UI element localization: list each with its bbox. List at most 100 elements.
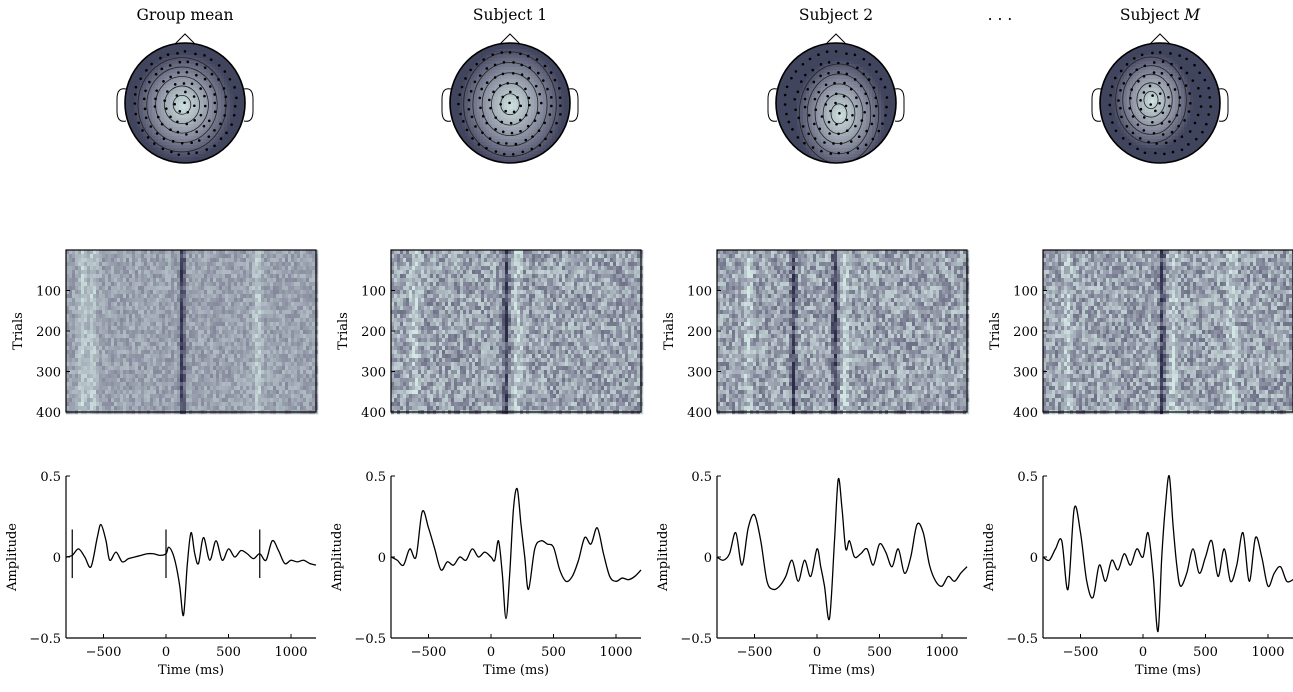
right-ear xyxy=(894,88,905,122)
electrode xyxy=(1132,57,1136,60)
electrode xyxy=(488,98,491,102)
electrode xyxy=(169,115,172,119)
x-tick-label: −500 xyxy=(86,645,122,660)
electrode xyxy=(807,132,810,136)
electrode xyxy=(814,108,818,111)
x-tick-label: 0 xyxy=(487,645,495,660)
electrode xyxy=(1178,54,1181,57)
electrode xyxy=(1169,52,1172,55)
electrode xyxy=(176,130,180,134)
electrode xyxy=(834,50,838,53)
x-tick-label: 1000 xyxy=(599,645,632,660)
electrode xyxy=(141,129,144,132)
electrode xyxy=(824,103,828,106)
electrode xyxy=(791,128,794,131)
electrode xyxy=(519,52,522,56)
electrode xyxy=(203,54,206,57)
electrode xyxy=(494,150,498,153)
electrode xyxy=(1188,130,1192,133)
x-axis-label: Time (ms) xyxy=(483,663,549,678)
electrode xyxy=(527,77,530,80)
topomap-1 xyxy=(116,33,254,164)
y-axis-label: Amplitude xyxy=(982,523,997,592)
electrode xyxy=(524,138,528,142)
electrode xyxy=(203,94,206,98)
electrode xyxy=(142,97,146,101)
electrode xyxy=(208,85,212,88)
electrode xyxy=(837,132,840,136)
electrode xyxy=(213,110,217,114)
electrode xyxy=(510,131,514,135)
waveform-line xyxy=(716,477,968,621)
topomap-4 xyxy=(1091,33,1229,164)
electrode xyxy=(186,60,190,64)
electrode xyxy=(159,56,162,60)
x-tick-label: 500 xyxy=(1193,645,1218,660)
electrode xyxy=(1199,105,1203,108)
electrode xyxy=(515,82,519,85)
electrode xyxy=(1178,96,1182,99)
electrode xyxy=(185,133,188,136)
x-tick-label: 1000 xyxy=(925,645,958,660)
electrode xyxy=(213,101,217,105)
electrode xyxy=(160,67,164,71)
electrode xyxy=(190,141,193,145)
electrode xyxy=(790,76,793,80)
electrode xyxy=(203,77,207,81)
electrode xyxy=(155,89,158,92)
electrode xyxy=(829,109,832,113)
electrode xyxy=(519,129,522,133)
waveform-1: −0.5 0 0.5 −500 0 500 1000 Time (ms) Amplitude xyxy=(5,470,317,678)
electrode xyxy=(176,120,179,124)
electrode xyxy=(787,120,791,124)
electrode xyxy=(217,78,220,81)
electrode xyxy=(883,85,887,89)
electrode xyxy=(818,127,822,131)
electrode xyxy=(881,122,884,125)
electrode xyxy=(505,142,508,145)
electrode xyxy=(1142,75,1146,78)
electrode xyxy=(1179,66,1183,70)
electrode xyxy=(834,101,837,105)
electrode xyxy=(1166,83,1170,86)
electrode xyxy=(1189,102,1192,105)
electrode xyxy=(165,107,168,110)
electrode xyxy=(1167,96,1170,99)
electrode xyxy=(460,85,464,89)
electrode xyxy=(209,58,213,61)
electrode xyxy=(854,124,857,128)
electrode xyxy=(192,95,196,98)
contour-line xyxy=(1122,65,1180,135)
contour-line xyxy=(830,103,848,125)
electrode xyxy=(480,87,483,91)
electrode xyxy=(872,114,876,118)
electrode xyxy=(1160,122,1164,125)
electrode xyxy=(491,53,495,56)
topomap-2 xyxy=(441,33,579,164)
x-tick-label: 0 xyxy=(1139,645,1147,660)
electrode xyxy=(469,68,472,72)
electrode xyxy=(161,147,165,151)
electrode xyxy=(133,102,137,105)
contour-line xyxy=(1129,73,1173,127)
electrode xyxy=(154,97,157,101)
electrode xyxy=(235,96,238,100)
electrode xyxy=(826,94,829,98)
electrode xyxy=(478,74,482,77)
head-outline xyxy=(449,42,571,164)
electrode xyxy=(1208,96,1212,99)
electrode xyxy=(1173,139,1177,143)
y-tick-label: 300 xyxy=(1013,366,1038,381)
electrode xyxy=(481,131,484,134)
electrode xyxy=(1168,120,1171,123)
head-outline xyxy=(124,42,246,164)
electrode xyxy=(797,116,801,120)
electrode xyxy=(459,112,462,116)
electrode xyxy=(502,60,506,64)
electrode xyxy=(1158,51,1162,54)
electrode xyxy=(1147,140,1150,144)
electrode xyxy=(871,137,875,141)
electrode xyxy=(509,121,513,125)
electrode xyxy=(531,135,534,138)
